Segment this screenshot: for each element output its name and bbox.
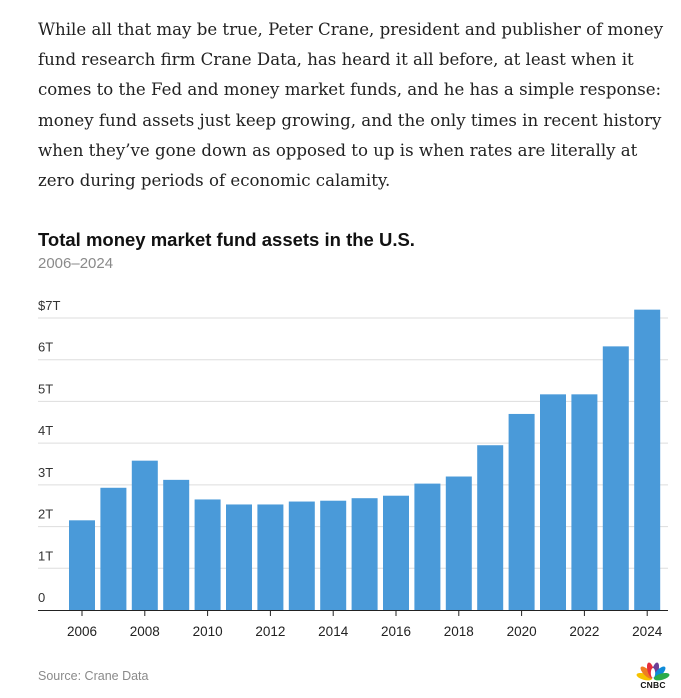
- bar-2009: [163, 479, 190, 610]
- bar-2019: [477, 445, 504, 610]
- bar-2023: [602, 346, 629, 610]
- y-tick-label: 3T: [38, 465, 53, 480]
- y-tick-label: 2T: [38, 507, 53, 522]
- peacock-feather: [653, 672, 670, 681]
- bar-2017: [414, 483, 441, 610]
- bar-2006: [69, 520, 95, 610]
- bar-2008: [131, 460, 158, 610]
- logo-text: CNBC: [640, 680, 666, 690]
- peacock-icon: [636, 662, 670, 681]
- y-tick-label: 0: [38, 590, 45, 605]
- bar-2016: [383, 495, 409, 610]
- bar-2014: [320, 500, 347, 610]
- chart-subtitle: 2006–2024: [38, 255, 114, 272]
- peacock-body: [650, 668, 656, 678]
- x-tick-label: 2018: [444, 624, 474, 639]
- x-tick-label: 2012: [255, 624, 285, 639]
- bar-2022: [571, 394, 598, 610]
- bar-2018: [445, 476, 472, 610]
- bar-2011: [226, 504, 252, 610]
- x-tick-label: 2010: [193, 624, 223, 639]
- y-tick-label: 6T: [38, 340, 53, 355]
- x-tick-label: 2006: [67, 624, 97, 639]
- chart-title: Total money market fund assets in the U.…: [38, 229, 415, 250]
- y-tick-label: 4T: [38, 423, 53, 438]
- bar-2013: [288, 501, 315, 610]
- bar-2015: [351, 498, 378, 610]
- bar-2012: [257, 504, 284, 610]
- bar-2007: [100, 487, 127, 610]
- x-tick-label: 2008: [130, 624, 160, 639]
- y-tick-label: 1T: [38, 548, 53, 563]
- x-tick-label: 2022: [569, 624, 599, 639]
- bar-2024: [634, 309, 661, 610]
- x-tick-label: 2024: [632, 624, 663, 639]
- bar-2010: [194, 499, 221, 610]
- x-tick-label: 2020: [507, 624, 537, 639]
- source-note: Source: Crane Data: [38, 669, 149, 683]
- y-tick-label: $7T: [38, 298, 60, 313]
- cnbc-logo: CNBC: [636, 660, 670, 692]
- x-tick-label: 2014: [318, 624, 349, 639]
- bar-2020: [508, 413, 535, 610]
- x-tick-label: 2016: [381, 624, 411, 639]
- y-tick-label: 5T: [38, 381, 53, 396]
- y-axis-ticks: 0 1T 2T 3T 4T 5T 6T $7T: [38, 298, 60, 605]
- x-axis-ticks: 2006 2008 2010 2012 2014 2016 2018 2020 2022 2024: [67, 610, 663, 639]
- bar-2021: [540, 394, 566, 610]
- bars: [69, 309, 661, 610]
- article-paragraph: While all that may be true, Peter Crane,…: [38, 20, 664, 191]
